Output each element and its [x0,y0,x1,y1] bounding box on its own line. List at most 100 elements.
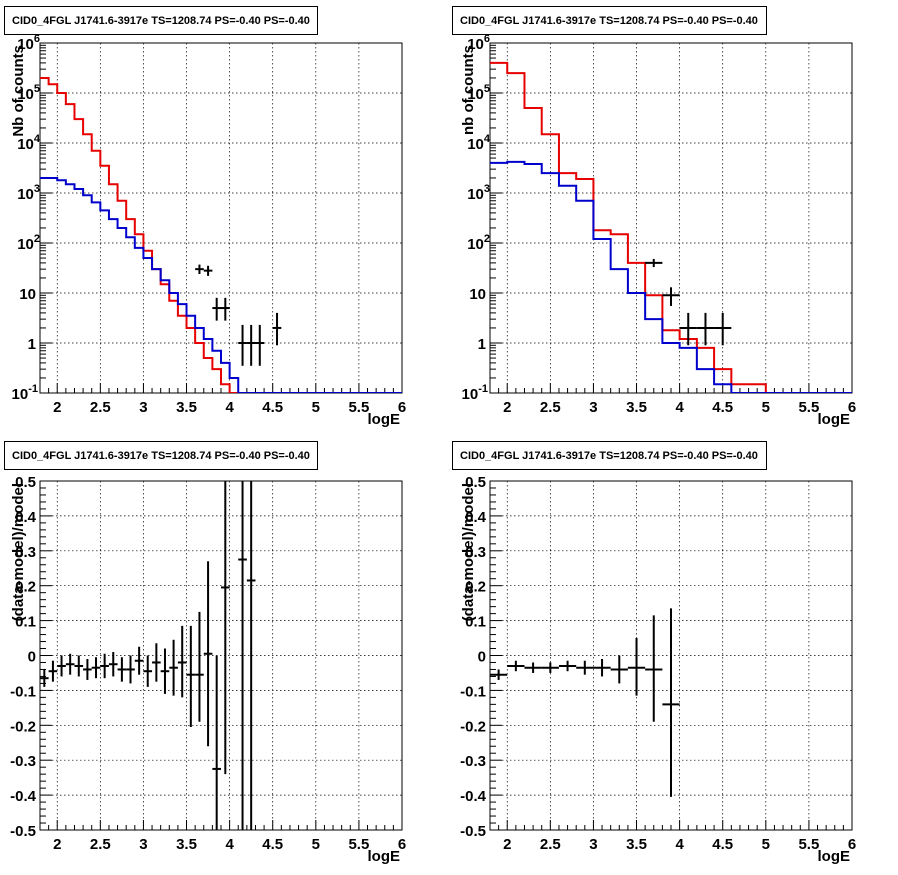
y-tick-label: 105 [467,83,490,103]
y-tick-label: 0 [478,649,486,666]
x-tick-label: 2 [503,836,511,853]
data-point [645,615,663,722]
x-tick-label: 2.5 [90,399,111,416]
title-box [452,441,767,470]
data-point [40,669,49,687]
plot-frame [489,42,853,394]
x-tick-label: 2.5 [540,399,561,416]
data-point [679,312,697,346]
x-axis-title: logE [818,848,851,865]
x-tick-label: 4.5 [712,836,733,853]
y-tick-label: 0.4 [465,509,487,526]
x-tick-label: 3 [139,836,147,853]
x-tick-label: 4.5 [262,399,283,416]
x-tick-label: 3.5 [176,399,197,416]
data-point [186,625,196,728]
data-point [662,287,680,306]
x-tick-label: 5 [762,836,770,853]
data-point [177,625,187,698]
y-tick-label: 0.2 [465,579,486,596]
x-tick-label: 3 [139,399,147,416]
x-tick-label: 2.5 [90,836,111,853]
x-tick-label: 3 [589,836,597,853]
x-axis-title: logE [368,411,401,428]
data-point [610,655,628,684]
plot-area [40,481,256,830]
data-point [238,481,247,830]
data-point [507,660,525,672]
data-point [65,653,75,675]
y-tick-label: -0.5 [10,823,36,840]
y-tick-label: 10-1 [462,383,488,403]
data-point [83,658,92,680]
x-tick-label: 4.5 [262,836,283,853]
y-tick-label: 104 [17,133,41,153]
plot-frame [39,42,403,394]
series-line-2 [490,160,852,393]
chart-title: CID0_4FGL J1741.6-3917e TS=1208.74 PS=-0… [460,450,758,462]
data-point [272,312,282,346]
y-tick-label: 0.5 [15,474,36,491]
data-point [143,655,153,687]
data-point [221,481,230,775]
data-point [169,639,178,696]
x-tick-label: 6 [398,399,406,416]
y-tick-label: -0.3 [10,753,36,770]
y-axis-title: (data-model)/model [460,483,477,621]
series-line-2 [40,176,402,393]
data-point [126,655,135,684]
y-tick-label: 104 [467,133,491,153]
y-tick-label: 0.2 [15,579,36,596]
y-tick-label: 1 [28,336,36,353]
chart-title: CID0_4FGL J1741.6-3917e TS=1208.74 PS=-0… [12,15,310,27]
plot-area [490,608,680,797]
y-tick-label: 10 [19,286,36,303]
y-tick-label: -0.2 [10,718,36,735]
y-tick-label: -0.5 [460,823,486,840]
y-tick-label: -0.4 [460,788,487,805]
data-point [195,264,204,274]
data-point [108,652,118,677]
data-point [541,662,559,673]
y-tick-label: 106 [467,33,490,53]
y-tick-label: -0.4 [10,788,37,805]
x-tick-label: 6 [398,836,406,853]
x-tick-label: 2 [53,399,61,416]
chart-panel-3: CID0_4FGL J1741.6-3917e TS=1208.74 PS=-0… [4,441,406,865]
y-tick-label: 103 [467,183,490,203]
x-tick-label: 3.5 [626,836,647,853]
chart-panel-1: CID0_4FGL J1741.6-3917e TS=1208.74 PS=-0… [4,6,406,428]
y-tick-label: 105 [17,83,40,103]
data-point [714,312,732,346]
y-tick-label: 102 [17,233,40,253]
x-tick-label: 3.5 [176,836,197,853]
x-axis-title: logE [818,411,851,428]
data-point [195,611,204,722]
data-point [645,258,663,268]
chart-panel-2: CID0_4FGL J1741.6-3917e TS=1208.74 PS=-0… [452,6,856,428]
x-tick-label: 4.5 [712,399,733,416]
y-tick-label: 0.3 [465,544,486,561]
data-point [57,655,66,677]
data-point [160,648,170,694]
data-point [576,660,594,675]
x-axis-title: logE [368,848,401,865]
x-tick-label: 2 [53,836,61,853]
y-tick-label: -0.1 [10,683,36,700]
chart-title: CID0_4FGL J1741.6-3917e TS=1208.74 PS=-0… [460,15,758,27]
data-point [48,660,58,682]
y-tick-label: 0.5 [465,474,486,491]
data-point [246,324,256,366]
title-box [452,6,767,35]
data-point [490,669,508,680]
x-tick-label: 3 [589,399,597,416]
data-point [212,655,221,830]
data-point [558,660,577,672]
y-tick-label: -0.1 [460,683,486,700]
data-point [152,643,161,682]
y-tick-label: 0.1 [15,614,36,631]
y-tick-label: 0.1 [465,614,486,631]
x-tick-label: 5 [762,399,770,416]
y-axis-title: nb of counts [460,45,477,135]
